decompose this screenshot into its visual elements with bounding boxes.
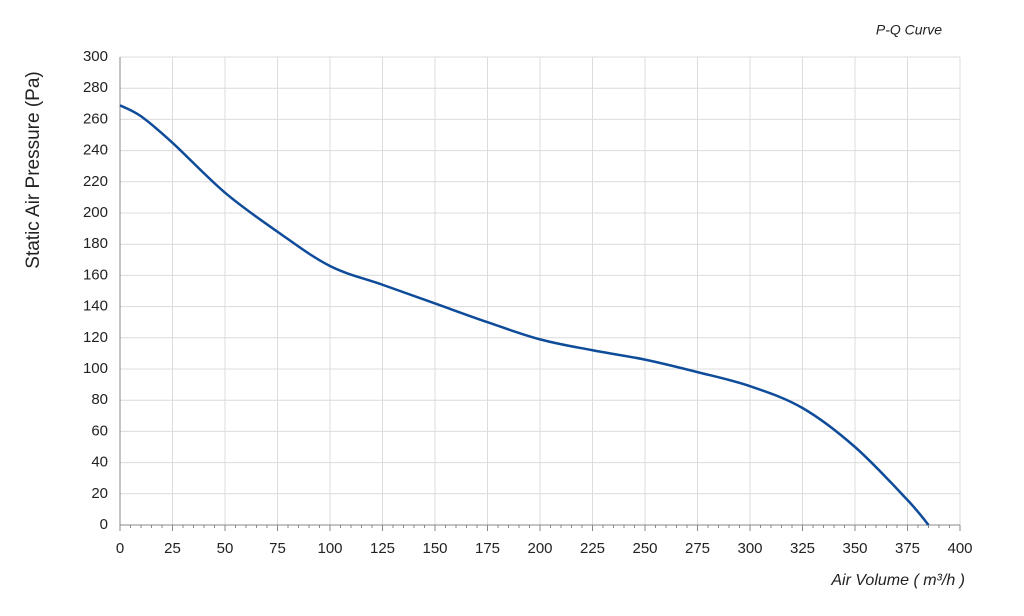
x-tick-label: 175 [475, 540, 500, 557]
y-tick-label: 200 [83, 204, 108, 221]
x-tick-label: 150 [422, 540, 447, 557]
x-tick-label: 350 [842, 540, 867, 557]
y-tick-label: 160 [83, 266, 108, 283]
x-tick-label: 50 [217, 540, 234, 557]
y-tick-label: 220 [83, 173, 108, 190]
y-tick-label: 100 [83, 360, 108, 377]
y-tick-label: 20 [91, 485, 108, 502]
y-tick-label: 140 [83, 298, 108, 315]
x-tick-label: 400 [947, 540, 972, 557]
x-tick-label: 275 [685, 540, 710, 557]
x-tick-label: 250 [632, 540, 657, 557]
x-tick-label: 375 [895, 540, 920, 557]
x-tick-label: 200 [527, 540, 552, 557]
y-tick-label: 80 [91, 391, 108, 408]
x-tick-label: 100 [317, 540, 342, 557]
y-tick-label: 40 [91, 454, 108, 471]
y-tick-label: 0 [100, 516, 108, 533]
y-tick-label: 260 [83, 110, 108, 127]
x-tick-label: 25 [164, 540, 181, 557]
x-tick-label: 325 [790, 540, 815, 557]
x-axis-label: Air Volume ( m³/h ) [830, 572, 965, 589]
x-tick-label: 125 [370, 540, 395, 557]
data-line [119, 104, 930, 526]
y-tick-label: 300 [83, 48, 108, 65]
y-tick-label: 180 [83, 235, 108, 252]
y-tick-label: 280 [83, 79, 108, 96]
x-tick-label: 225 [580, 540, 605, 557]
x-tick-label: 300 [737, 540, 762, 557]
y-axis-label: Static Air Pressure (Pa) [23, 71, 44, 268]
x-tick-label: 75 [269, 540, 286, 557]
y-tick-label: 120 [83, 329, 108, 346]
x-tick-label: 0 [116, 540, 124, 557]
y-tick-label: 240 [83, 142, 108, 159]
chart-title: P-Q Curve [876, 22, 942, 38]
y-tick-label: 60 [91, 422, 108, 439]
